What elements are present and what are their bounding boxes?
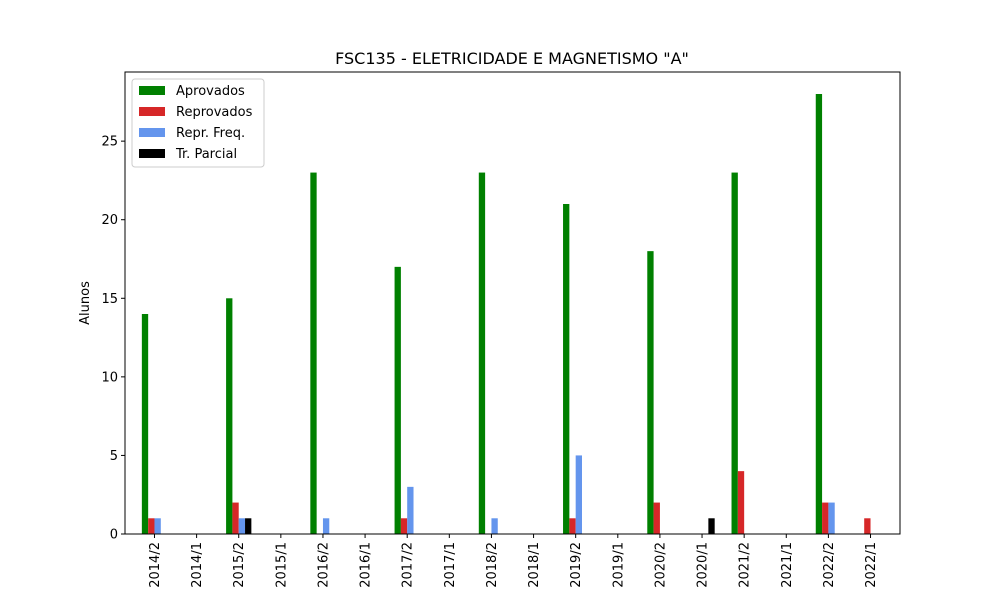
bar-reprovados-2019-2 bbox=[569, 518, 576, 534]
y-axis: 0 5 10 15 20 25 bbox=[101, 135, 125, 543]
legend-label-tr-parcial: Tr. Parcial bbox=[175, 147, 237, 162]
bar-repr-freq-2017-2 bbox=[407, 486, 414, 534]
bar-repr-freq-2014-2 bbox=[154, 518, 161, 534]
x-axis: 2014/2 2014/1 2015/2 2015/1 2016/2 2016/1 2017… bbox=[148, 534, 879, 588]
bar-aprovados-2014-2 bbox=[141, 314, 149, 534]
bar-aprovados-2016-2 bbox=[310, 172, 317, 534]
bar-aprovados-2020-2 bbox=[647, 251, 654, 534]
x-tick-label: 2021/1 bbox=[780, 542, 795, 588]
bar-tr-parcial-2020-1 bbox=[708, 518, 715, 534]
bar-aprovados-2017-2 bbox=[394, 266, 401, 534]
y-tick-label: 20 bbox=[101, 213, 118, 228]
x-tick-label: 2019/2 bbox=[569, 542, 584, 588]
bar-repr-freq-2015-2 bbox=[238, 518, 246, 534]
bar-aprovados-2022-2 bbox=[815, 94, 823, 534]
bar-reprovados-2020-2 bbox=[653, 502, 660, 534]
bar-repr-freq-2019-2 bbox=[575, 455, 582, 534]
bar-aprovados-2015-2 bbox=[226, 298, 233, 534]
x-tick-label: 2017/1 bbox=[443, 542, 458, 588]
y-tick-label: 25 bbox=[101, 135, 118, 150]
legend-swatch-tr-parcial bbox=[139, 149, 165, 158]
x-tick-label: 2016/1 bbox=[359, 542, 374, 588]
bar-aprovados-2018-2 bbox=[478, 172, 486, 534]
x-tick-label: 2018/2 bbox=[485, 542, 500, 588]
x-tick-label: 2014/2 bbox=[148, 542, 163, 588]
y-axis-label: Alunos bbox=[78, 281, 93, 325]
x-tick-label: 2021/2 bbox=[738, 542, 753, 588]
bar-reprovados-2017-2 bbox=[400, 518, 408, 534]
x-tick-label: 2020/1 bbox=[696, 542, 711, 588]
y-tick-label: 15 bbox=[101, 292, 118, 307]
x-tick-label: 2020/2 bbox=[653, 542, 668, 588]
bar-reprovados-2021-2 bbox=[737, 471, 745, 534]
legend: Aprovados Reprovados Repr. Freq. Tr. Parcia… bbox=[131, 78, 265, 168]
legend-swatch-repr-freq bbox=[139, 128, 165, 137]
x-tick-label: 2018/1 bbox=[527, 542, 542, 588]
legend-box bbox=[131, 78, 265, 168]
legend-label-aprovados: Aprovados bbox=[176, 84, 245, 99]
bar-tr-parcial-2015-2 bbox=[245, 518, 252, 534]
bar-reprovados-2014-2 bbox=[148, 518, 155, 534]
bars bbox=[141, 94, 871, 534]
y-tick-label: 10 bbox=[101, 370, 118, 385]
chart-title: FSC135 - ELETRICIDADE E MAGNETISMO "A" bbox=[335, 49, 689, 68]
x-tick-label: 2019/1 bbox=[611, 542, 626, 588]
x-tick-label: 2015/2 bbox=[232, 542, 247, 588]
x-tick-label: 2016/2 bbox=[316, 542, 331, 588]
bar-repr-freq-2022-2 bbox=[828, 502, 835, 534]
x-tick-label: 2022/1 bbox=[864, 542, 879, 588]
bar-reprovados-2022-1 bbox=[864, 518, 871, 534]
bar-reprovados-2015-2 bbox=[232, 502, 239, 534]
bar-reprovados-2022-2 bbox=[822, 502, 829, 534]
y-tick-label: 0 bbox=[110, 528, 118, 543]
bar-repr-freq-2018-2 bbox=[491, 518, 498, 534]
legend-swatch-reprovados bbox=[139, 107, 165, 116]
legend-swatch-aprovados bbox=[139, 86, 165, 95]
x-tick-label: 2014/1 bbox=[190, 542, 205, 588]
x-tick-label: 2015/1 bbox=[274, 542, 289, 588]
x-tick-label: 2017/2 bbox=[401, 542, 416, 588]
legend-label-reprovados: Reprovados bbox=[176, 105, 253, 120]
plot-frame bbox=[124, 71, 901, 535]
x-tick-label: 2022/2 bbox=[822, 542, 837, 588]
y-tick-label: 5 bbox=[110, 449, 118, 464]
bar-aprovados-2021-2 bbox=[731, 172, 738, 534]
bar-aprovados-2019-2 bbox=[563, 204, 570, 534]
bar-repr-freq-2016-2 bbox=[322, 518, 330, 534]
legend-label-repr-freq: Repr. Freq. bbox=[176, 126, 245, 141]
